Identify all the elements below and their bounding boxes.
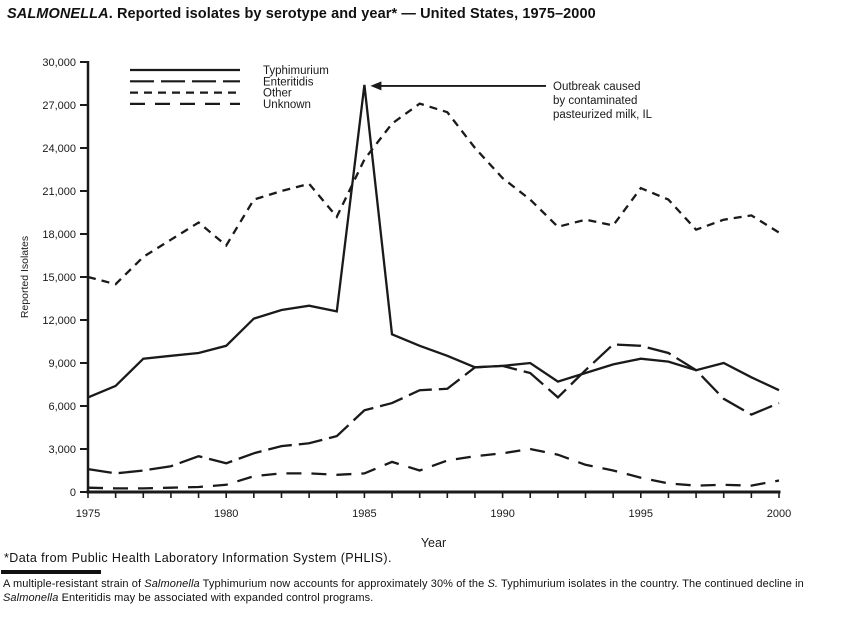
footnote-note-line: Salmonella Enteritidis may be associated… — [3, 592, 859, 606]
x-axis-title: Year — [421, 536, 446, 550]
series-line-typhimurium — [87, 84, 780, 399]
legend-label: Enteritidis — [263, 76, 314, 88]
text-segment: Enteritidis may be associated with expan… — [58, 591, 374, 604]
y-tick-label: 30,000 — [42, 57, 76, 69]
y-tick-label: 15,000 — [42, 272, 76, 284]
x-tick-label: 1975 — [76, 508, 100, 520]
annotation-text-line: by contaminated — [553, 95, 637, 107]
annotation-arrowhead-icon — [370, 81, 382, 91]
text-segment: Typhimurium isolates in the country. The… — [498, 578, 804, 590]
series-line-enteritidis — [87, 343, 780, 475]
text-segment: S. — [487, 578, 499, 590]
text-segment: . Reported isolates by serotype and year… — [108, 6, 596, 22]
y-tick-label: 24,000 — [42, 143, 76, 155]
y-axis-ticks: 0 3,000 6,000 9,000 12,000 15,000 18,000 21,000… — [42, 57, 88, 499]
x-tick-label: 1985 — [352, 508, 376, 520]
y-tick-label: 6,000 — [48, 401, 76, 413]
text-segment: Typhimurium now accounts for approximate… — [199, 578, 488, 590]
x-axis-ticks: 1975 1980 1985 1990 1995 2000 — [76, 492, 791, 520]
y-tick-label: 3,000 — [48, 444, 76, 456]
footnote-source: *Data from Public Health Laboratory Info… — [4, 551, 392, 565]
annotation-text-line: pasteurized milk, IL — [553, 109, 653, 121]
text-segment: Salmonella — [3, 591, 59, 604]
y-tick-label: 0 — [70, 487, 76, 499]
footnote-note-line: A multiple-resistant strain of Salmonell… — [3, 578, 859, 592]
annotation-outbreak: Outbreak caused by contaminated pasteurize… — [370, 81, 653, 121]
y-tick-label: 9,000 — [48, 358, 76, 370]
text-segment: SALMONELLA — [7, 6, 109, 22]
y-tick-label: 12,000 — [42, 315, 76, 327]
legend-label: Other — [263, 88, 292, 100]
y-tick-label: 18,000 — [42, 229, 76, 241]
series-line-other — [87, 102, 780, 286]
legend-label: Unknown — [263, 99, 311, 111]
y-axis-title: Reported Isolates — [19, 236, 31, 318]
x-tick-label: 1995 — [629, 508, 653, 520]
page-title: SALMONELLA. Reported isolates by serotyp… — [7, 6, 596, 22]
y-tick-label: 27,000 — [42, 100, 76, 112]
x-tick-label: 1990 — [490, 508, 514, 520]
footnote-divider — [1, 570, 101, 574]
series-line-unknown — [87, 447, 780, 490]
x-tick-label: 2000 — [767, 508, 791, 520]
y-tick-label: 21,000 — [42, 186, 76, 198]
annotation-text-line: Outbreak caused — [553, 81, 641, 93]
footnote-note: A multiple-resistant strain of Salmonell… — [3, 578, 859, 605]
text-segment: A multiple-resistant strain of — [3, 578, 145, 590]
text-segment: Salmonella — [144, 578, 200, 590]
x-tick-label: 1980 — [214, 508, 238, 520]
legend-label: Typhimurium — [263, 65, 329, 77]
